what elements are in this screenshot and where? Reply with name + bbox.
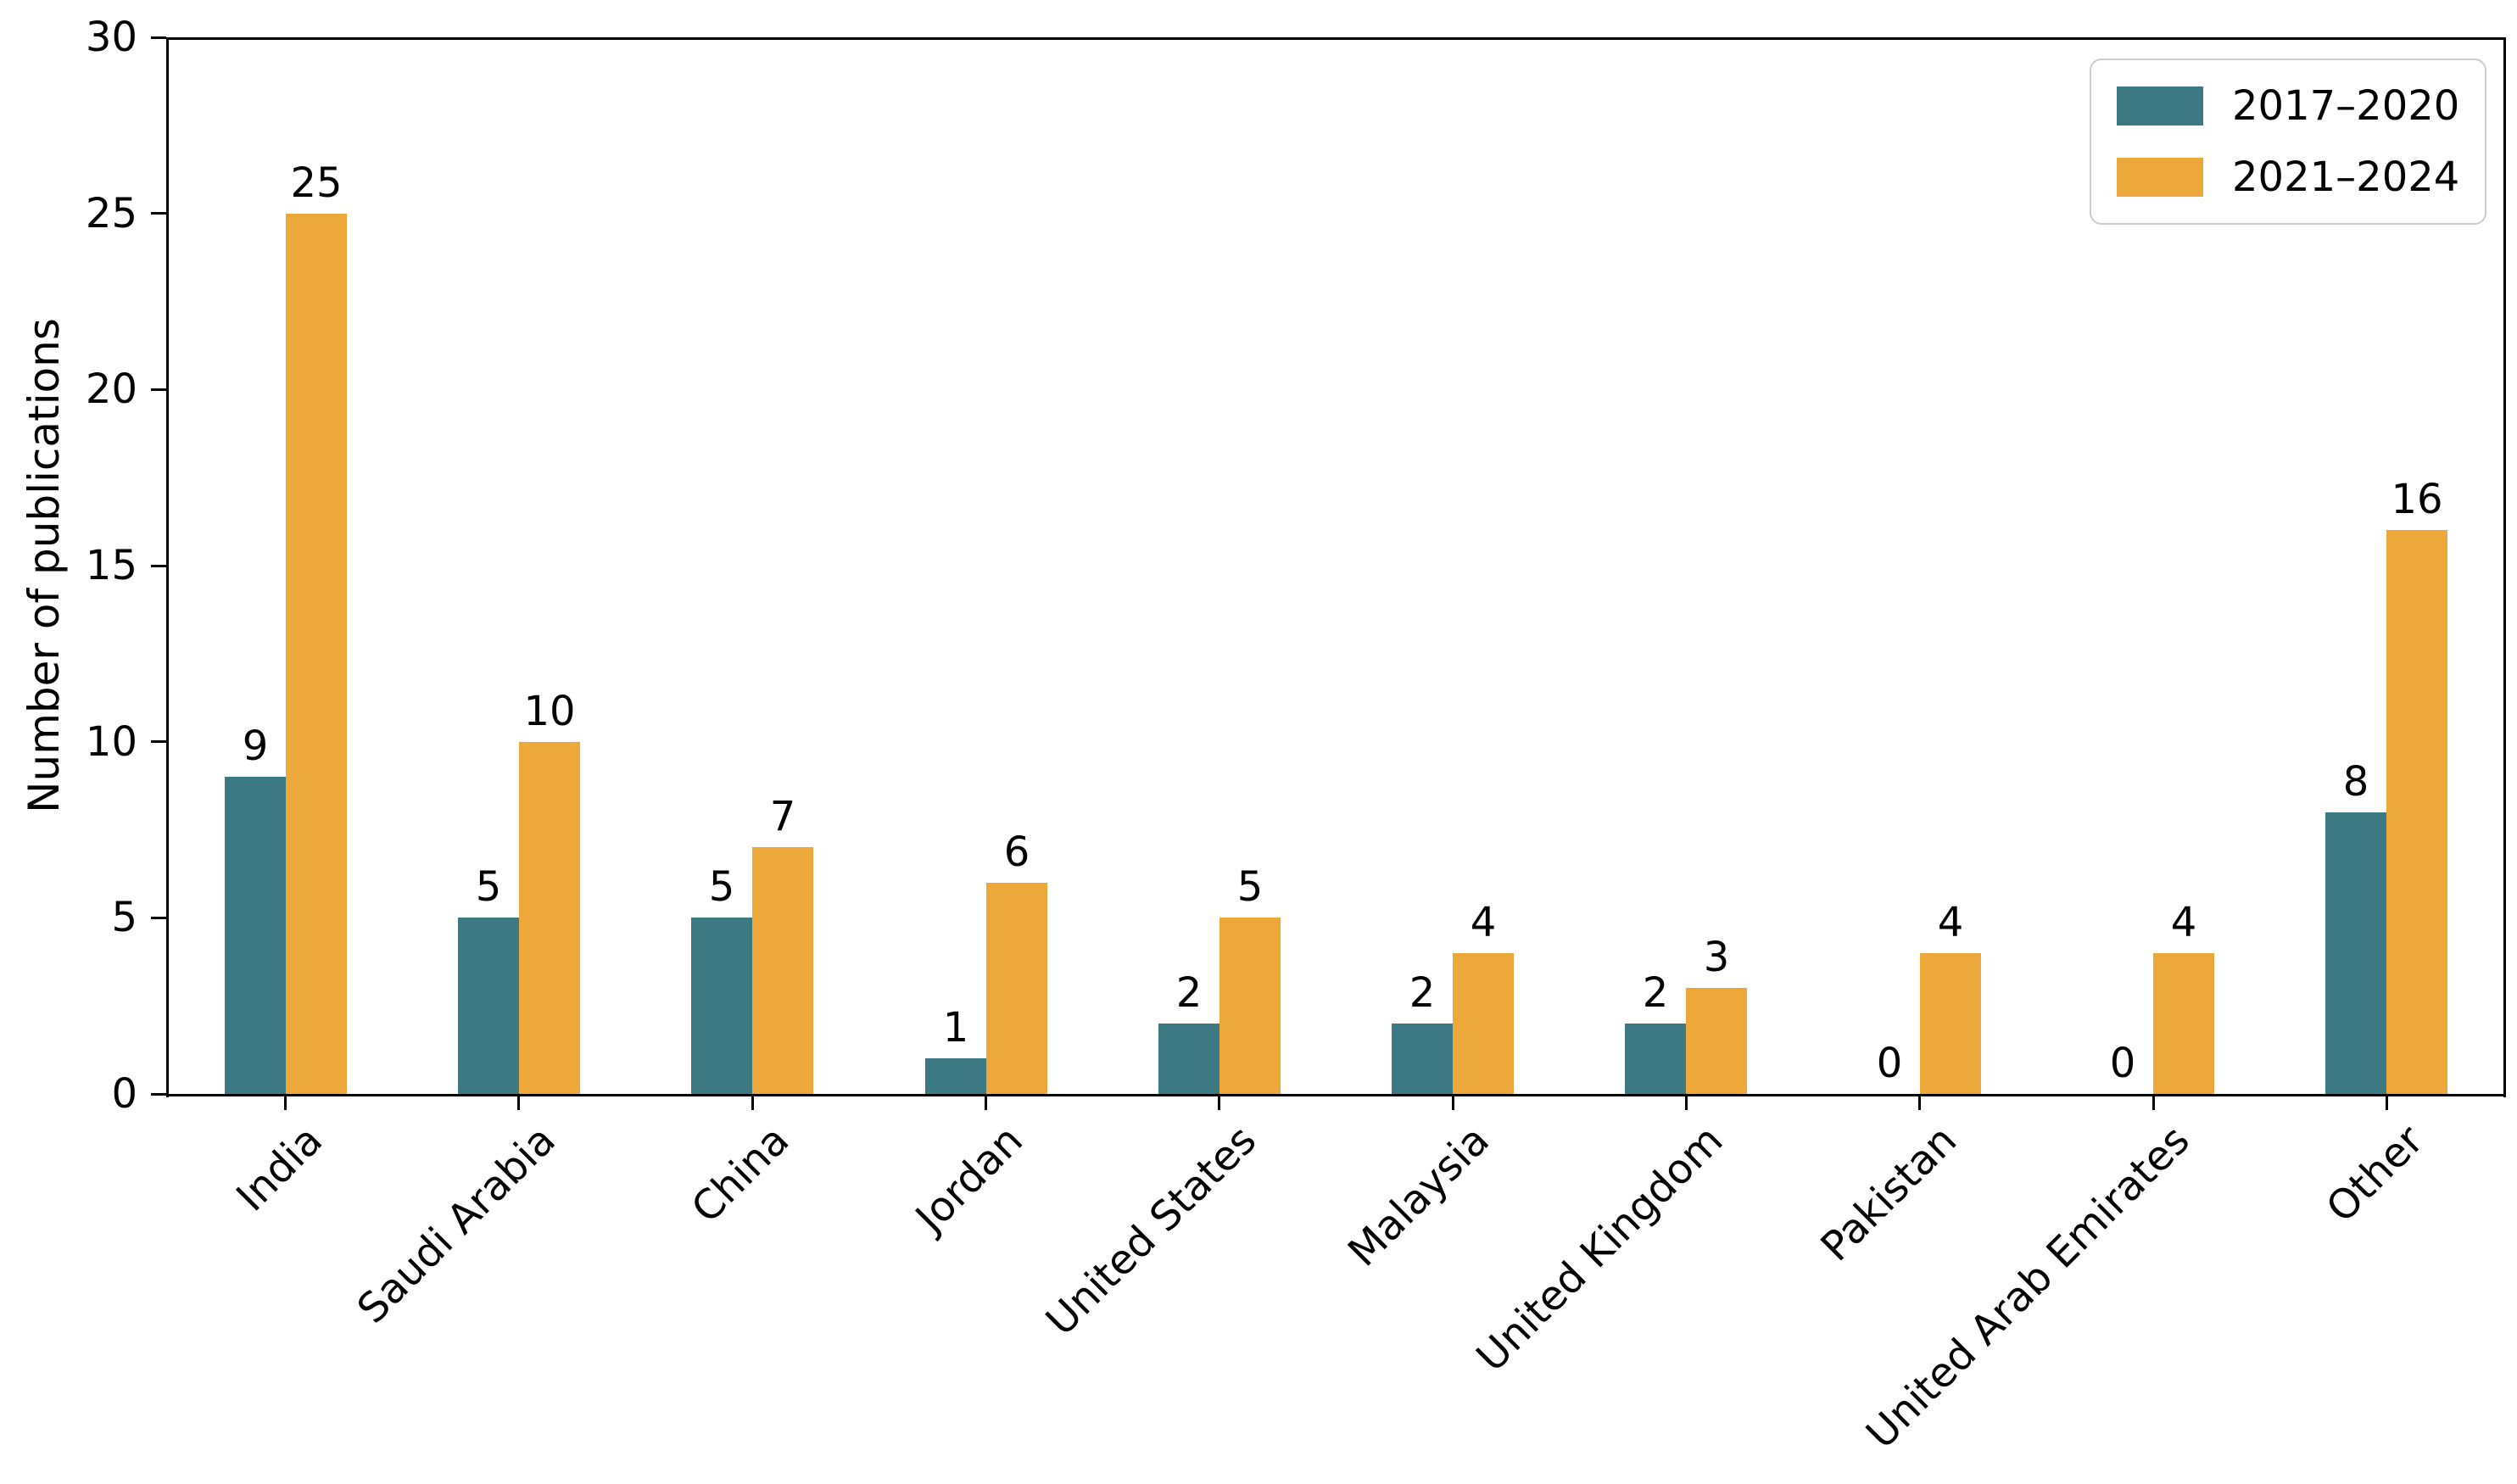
- bar-india-2017-2020: [225, 777, 286, 1094]
- y-tick-label-10: 10: [85, 718, 137, 766]
- top-spine: [166, 37, 2506, 40]
- y-tick-mark-25: [151, 212, 166, 215]
- legend-entry-2021-2024: 2021–2024: [2117, 157, 2459, 198]
- x-tick-mark-united-arab-emirates: [2152, 1095, 2155, 1110]
- y-tick-mark-0: [151, 1093, 166, 1096]
- bar-united-kingdom-2021-2024: [1686, 988, 1747, 1094]
- legend-label-2017-2020: 2017–2020: [2232, 82, 2460, 130]
- bottom-spine: [166, 1094, 2506, 1096]
- x-tick-label-united-states: United States: [1036, 1116, 1266, 1346]
- bar-china-2021-2024: [752, 847, 813, 1094]
- x-tick-mark-saudi-arabia: [517, 1095, 520, 1110]
- bar-pakistan-2021-2024: [1920, 953, 1981, 1094]
- bar-value-label-united-kingdom-2021-2024: 3: [1703, 934, 1730, 981]
- y-tick-label-20: 20: [85, 365, 137, 413]
- x-tick-label-united-kingdom: United Kingdom: [1467, 1116, 1733, 1381]
- bar-jordan-2017-2020: [925, 1058, 986, 1094]
- bar-value-label-malaysia-2017-2020: 2: [1409, 969, 1436, 1017]
- y-tick-mark-30: [151, 36, 166, 39]
- right-spine: [2503, 37, 2506, 1097]
- bar-value-label-pakistan-2017-2020: 0: [1876, 1040, 1903, 1087]
- bar-united-kingdom-2017-2020: [1625, 1024, 1686, 1094]
- y-tick-mark-5: [151, 917, 166, 919]
- x-tick-mark-united-states: [1218, 1095, 1220, 1110]
- x-tick-label-malaysia: Malaysia: [1339, 1116, 1499, 1276]
- y-tick-mark-20: [151, 388, 166, 391]
- y-tick-label-25: 25: [85, 190, 137, 237]
- bar-value-label-saudi-arabia-2021-2024: 10: [523, 688, 576, 735]
- x-tick-mark-united-kingdom: [1685, 1095, 1688, 1110]
- x-tick-label-china: China: [682, 1116, 799, 1233]
- legend-entry-2017-2020: 2017–2020: [2117, 86, 2459, 126]
- bar-value-label-united-arab-emirates-2017-2020: 0: [2109, 1040, 2136, 1087]
- bar-other-2021-2024: [2386, 530, 2447, 1094]
- y-tick-label-30: 30: [85, 14, 137, 61]
- bar-value-label-other-2021-2024: 16: [2391, 476, 2443, 523]
- x-tick-label-jordan: Jordan: [907, 1116, 1033, 1242]
- bar-value-label-india-2021-2024: 25: [290, 159, 343, 207]
- x-tick-mark-china: [751, 1095, 754, 1110]
- x-tick-label-saudi-arabia: Saudi Arabia: [349, 1116, 566, 1333]
- x-tick-mark-india: [284, 1095, 287, 1110]
- bar-united-states-2021-2024: [1219, 918, 1281, 1094]
- bar-value-label-pakistan-2021-2024: 4: [1937, 899, 1964, 946]
- bar-india-2021-2024: [286, 214, 347, 1094]
- y-tick-mark-10: [151, 740, 166, 743]
- bar-value-label-other-2017-2020: 8: [2342, 758, 2369, 806]
- bar-united-states-2017-2020: [1158, 1024, 1219, 1094]
- bar-value-label-united-states-2017-2020: 2: [1175, 969, 1203, 1017]
- x-tick-label-other: Other: [2317, 1116, 2433, 1232]
- y-tick-label-5: 5: [111, 894, 137, 941]
- bar-value-label-india-2017-2020: 9: [242, 722, 269, 770]
- bar-value-label-united-arab-emirates-2021-2024: 4: [2170, 899, 2197, 946]
- legend: 2017–2020 2021–2024: [2090, 59, 2487, 225]
- legend-swatch-2021-2024: [2117, 158, 2203, 197]
- bar-value-label-united-states-2021-2024: 5: [1236, 863, 1264, 911]
- x-tick-mark-pakistan: [1918, 1095, 1921, 1110]
- bar-malaysia-2021-2024: [1453, 953, 1514, 1094]
- bar-united-arab-emirates-2021-2024: [2153, 953, 2214, 1094]
- bar-value-label-saudi-arabia-2017-2020: 5: [475, 863, 502, 911]
- x-tick-mark-malaysia: [1452, 1095, 1454, 1110]
- bar-value-label-malaysia-2021-2024: 4: [1470, 899, 1497, 946]
- left-spine: [166, 37, 169, 1097]
- bar-china-2017-2020: [691, 918, 752, 1094]
- bar-jordan-2021-2024: [986, 883, 1047, 1094]
- legend-label-2021-2024: 2021–2024: [2232, 153, 2460, 201]
- legend-swatch-2017-2020: [2117, 86, 2203, 126]
- x-tick-mark-other: [2386, 1095, 2388, 1110]
- x-tick-mark-jordan: [985, 1095, 987, 1110]
- x-tick-label-pakistan: Pakistan: [1811, 1116, 1967, 1271]
- bar-value-label-united-kingdom-2017-2020: 2: [1642, 969, 1669, 1017]
- y-tick-label-0: 0: [111, 1070, 137, 1118]
- bar-saudi-arabia-2021-2024: [519, 742, 580, 1094]
- bar-other-2017-2020: [2325, 812, 2386, 1094]
- bar-value-label-china-2017-2020: 5: [708, 863, 735, 911]
- x-tick-label-india: India: [227, 1116, 332, 1221]
- y-tick-mark-15: [151, 565, 166, 567]
- bar-value-label-jordan-2017-2020: 1: [942, 1004, 969, 1052]
- bar-malaysia-2017-2020: [1392, 1024, 1453, 1094]
- bar-value-label-jordan-2021-2024: 6: [1003, 828, 1030, 876]
- bar-value-label-china-2021-2024: 7: [769, 793, 796, 840]
- bar-saudi-arabia-2017-2020: [458, 918, 519, 1094]
- y-tick-label-15: 15: [85, 542, 137, 589]
